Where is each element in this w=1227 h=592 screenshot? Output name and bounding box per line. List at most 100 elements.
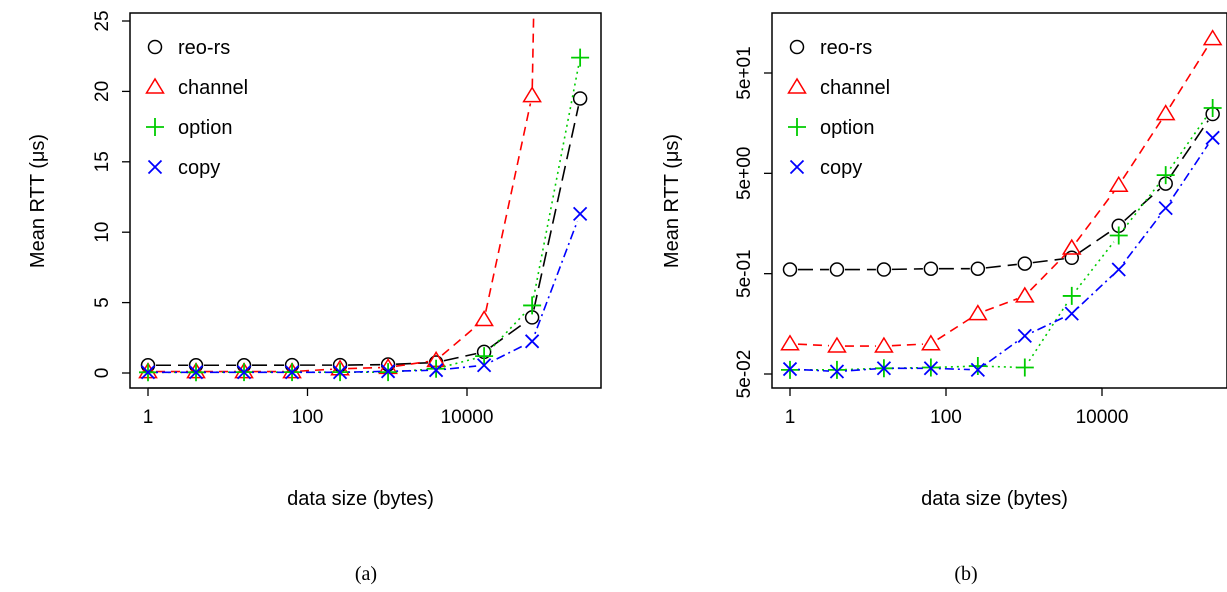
data-point-cross bbox=[1064, 306, 1079, 321]
y-tick-label: 5e+01 bbox=[734, 46, 755, 99]
x-tick-label: 10000 bbox=[441, 407, 494, 428]
series-line-segment bbox=[1122, 119, 1162, 180]
series-line-segment bbox=[1076, 241, 1115, 291]
data-point-circle bbox=[572, 91, 588, 106]
series-line-segment bbox=[443, 365, 477, 371]
series-line-segment bbox=[348, 366, 381, 370]
data-point-plus bbox=[1109, 226, 1128, 245]
y-tick-label: 5e+00 bbox=[734, 147, 755, 200]
data-point-triangle bbox=[1202, 29, 1223, 46]
data-point-plus bbox=[1156, 166, 1175, 185]
data-point-triangle bbox=[1108, 175, 1129, 193]
panel-caption: (a) bbox=[355, 563, 377, 585]
data-point-cross bbox=[332, 365, 348, 380]
y-tick-label: 10 bbox=[92, 222, 113, 243]
legend-marker-option bbox=[146, 118, 164, 136]
legend-label: option bbox=[820, 117, 875, 139]
data-point-circle bbox=[876, 262, 892, 277]
data-point-cross bbox=[476, 358, 492, 373]
plot-frame bbox=[771, 12, 1227, 389]
series-line-segment bbox=[1032, 257, 1064, 264]
data-point-cross bbox=[782, 361, 798, 377]
legend-label: option bbox=[178, 117, 233, 139]
x-tick-label: 100 bbox=[930, 407, 962, 428]
data-point-cross bbox=[876, 361, 892, 376]
series-line-segment bbox=[1029, 253, 1067, 291]
data-point-plus bbox=[1062, 286, 1081, 305]
data-point-cross bbox=[1205, 130, 1220, 145]
legend-marker-copy bbox=[789, 159, 805, 175]
series-line-segment bbox=[985, 365, 1017, 369]
legend-label: channel bbox=[178, 77, 248, 99]
series-line-segment bbox=[797, 368, 830, 372]
data-point-cross bbox=[236, 365, 252, 380]
data-point-cross bbox=[572, 206, 588, 222]
legend-marker-option bbox=[788, 118, 806, 136]
series-line-segment bbox=[983, 339, 1019, 366]
series-line-segment bbox=[1077, 274, 1114, 309]
legend-label: reo-rs bbox=[820, 37, 872, 59]
series-line-segment bbox=[891, 268, 923, 271]
data-point-cross bbox=[829, 364, 845, 379]
series-line-segment bbox=[797, 343, 830, 347]
x-axis-title: data size (bytes) bbox=[921, 488, 1068, 510]
x-tick-label: 10000 bbox=[1076, 407, 1129, 428]
series-line-segment bbox=[1077, 229, 1113, 254]
legend-marker-copy bbox=[147, 159, 163, 175]
series-line-segment bbox=[937, 317, 972, 341]
series-line-segment bbox=[299, 368, 333, 372]
data-point-plus bbox=[1203, 98, 1222, 117]
data-point-plus bbox=[571, 48, 590, 67]
legend-marker-channel bbox=[145, 77, 165, 94]
series-copy bbox=[782, 130, 1220, 379]
series-line-segment bbox=[1028, 302, 1069, 362]
series-line-segment bbox=[534, 221, 579, 335]
x-tick-label: 100 bbox=[292, 407, 324, 428]
data-point-triangle bbox=[968, 304, 988, 321]
series-line-segment bbox=[1075, 191, 1115, 243]
chart-panel-a: 1 100 10000 data size (bytes) 0 5 10 15 20 25 Mean… bbox=[27, 10, 602, 585]
series-option bbox=[781, 98, 1222, 379]
data-point-cross bbox=[1158, 200, 1173, 216]
series-line-segment bbox=[1122, 213, 1162, 264]
series-channel bbox=[780, 29, 1223, 353]
x-axis-title: data size (bytes) bbox=[287, 488, 434, 510]
panel-caption: (b) bbox=[954, 563, 977, 585]
x-tick-label: 1 bbox=[785, 407, 796, 428]
data-point-cross bbox=[284, 365, 300, 380]
legend-marker-reo-rs bbox=[789, 39, 805, 55]
data-point-cross bbox=[1017, 328, 1032, 343]
data-point-triangle bbox=[1155, 104, 1176, 121]
series-line-segment bbox=[938, 365, 970, 369]
data-point-circle bbox=[829, 262, 845, 277]
data-point-circle bbox=[782, 262, 798, 277]
series-line-segment bbox=[443, 352, 477, 362]
data-point-cross bbox=[1111, 262, 1126, 277]
series-line-segment bbox=[490, 344, 526, 363]
data-point-triangle bbox=[874, 336, 894, 353]
series-line-segment bbox=[844, 368, 876, 372]
data-point-cross bbox=[140, 365, 156, 380]
legend-marker-channel bbox=[787, 77, 807, 94]
legend-label: reo-rs bbox=[178, 37, 230, 59]
data-point-plus bbox=[968, 357, 987, 376]
y-axis-title: Mean RTT (μs) bbox=[661, 134, 683, 268]
series-line-segment bbox=[396, 361, 429, 365]
y-tick-label: 5 bbox=[92, 297, 113, 308]
data-point-cross bbox=[380, 364, 396, 379]
series-line-segment bbox=[1031, 316, 1065, 334]
y-axis-title: Mean RTT (μs) bbox=[27, 134, 49, 268]
series-line-segment bbox=[395, 360, 429, 367]
data-point-cross bbox=[524, 334, 540, 349]
data-point-triangle bbox=[780, 334, 800, 351]
data-point-cross bbox=[970, 362, 985, 377]
data-point-circle bbox=[1064, 250, 1080, 266]
data-point-plus bbox=[475, 347, 494, 366]
y-tick-label: 5e-02 bbox=[734, 350, 755, 399]
y-tick-label: 0 bbox=[92, 368, 113, 379]
series-line-segment bbox=[1123, 180, 1162, 230]
series-line-segment bbox=[348, 370, 381, 373]
series-line-segment bbox=[533, 106, 580, 310]
series-reo-rs bbox=[140, 91, 588, 373]
